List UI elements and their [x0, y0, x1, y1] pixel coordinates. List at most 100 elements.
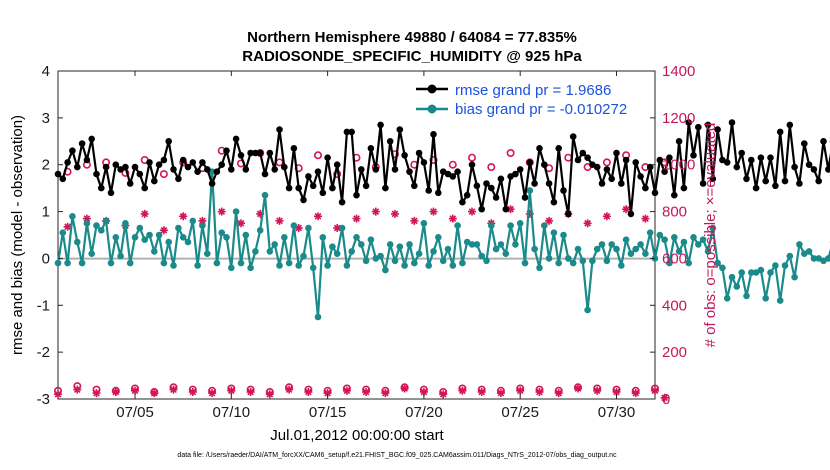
bias-point	[738, 269, 745, 276]
bias-point	[425, 262, 433, 269]
obs-possible-point	[159, 170, 168, 179]
bias-point	[131, 234, 139, 241]
rmse-point	[622, 156, 630, 164]
obs-possible-point	[506, 149, 515, 158]
rmse-point	[791, 163, 798, 171]
rmse-point	[415, 149, 423, 157]
rmse-point	[74, 163, 81, 171]
rmse-point	[189, 159, 197, 166]
obs-evaluated-point	[516, 386, 525, 395]
rmse-point	[579, 149, 587, 157]
obs-evaluated-point	[111, 388, 120, 396]
rmse-point	[64, 159, 71, 166]
obs-evaluated-stroke	[93, 389, 100, 397]
legend-bias-marker	[427, 104, 437, 114]
bias-point	[743, 292, 750, 300]
x-axis-label: Jul.01,2012 00:00:00 start	[270, 427, 444, 444]
bias-point	[444, 245, 452, 253]
rmse-point	[146, 159, 153, 166]
bias-point	[151, 248, 158, 255]
bias-point	[256, 227, 264, 234]
rmse-point	[324, 154, 331, 161]
rmse-point	[805, 161, 813, 168]
obs-evaluated-point	[140, 209, 149, 218]
bias-point	[618, 262, 625, 269]
bias-point	[714, 259, 721, 267]
bias-point	[632, 245, 639, 253]
y-right-tick-label: 200	[662, 344, 687, 361]
obs-evaluated-point	[468, 207, 476, 216]
obs-evaluated-stroke	[622, 205, 630, 213]
legend: rmse grand pr = 1.9686 bias grand pr = -…	[412, 78, 650, 122]
rmse-point	[237, 152, 245, 159]
rmse-point	[199, 159, 206, 166]
rmse-point	[569, 133, 577, 140]
rmse-point	[695, 123, 702, 131]
bias-point	[377, 252, 384, 260]
rmse-point	[126, 180, 134, 187]
rmse-point	[93, 170, 100, 178]
bias-point	[343, 262, 351, 269]
rmse-point	[603, 166, 611, 173]
bias-point	[772, 262, 779, 269]
bias-point	[695, 241, 702, 248]
bias-point	[560, 231, 567, 239]
bias-point	[757, 266, 765, 274]
bias-point	[589, 257, 596, 265]
bias-point	[593, 245, 601, 253]
obs-evaluated-point	[458, 386, 467, 395]
bias-line	[56, 170, 830, 319]
rmse-point	[516, 166, 524, 173]
rmse-point	[98, 184, 105, 192]
obs-evaluated-point	[217, 207, 226, 216]
obs-evaluated-point	[265, 390, 274, 399]
bias-point	[728, 273, 736, 281]
obs-evaluated-stroke	[401, 385, 408, 392]
bias-point	[319, 234, 327, 241]
rmse-point	[300, 196, 307, 204]
rmse-point	[319, 189, 327, 197]
obs-evaluated-point	[400, 384, 409, 393]
rmse-point	[825, 166, 830, 173]
rmse-point	[411, 182, 418, 190]
bias-point	[646, 229, 654, 236]
obs-evaluated-point	[410, 216, 419, 225]
obs-evaluated-point	[477, 388, 486, 396]
rmse-point	[699, 180, 707, 187]
obs-evaluated-point	[54, 390, 62, 399]
obs-evaluated-point	[342, 386, 351, 395]
rmse-point	[497, 175, 505, 183]
rmse-point	[223, 147, 230, 154]
obs-evaluated-stroke	[507, 205, 514, 213]
rmse-point	[613, 149, 620, 157]
obs-evaluated-point	[429, 207, 438, 216]
obs-evaluated-point	[391, 209, 399, 218]
rmse-point	[54, 170, 62, 178]
bias-point	[165, 238, 172, 246]
series-layer	[53, 119, 830, 402]
bias-point	[204, 250, 211, 257]
rmse-point	[213, 168, 221, 175]
rmse-point	[767, 154, 774, 161]
rmse-point	[281, 163, 288, 171]
rmse-point	[406, 168, 413, 175]
obs-evaluated-stroke	[112, 388, 120, 396]
obs-evaluated-point	[208, 389, 217, 398]
bias-point	[492, 245, 500, 253]
rmse-point	[521, 194, 529, 201]
bias-point	[358, 241, 365, 248]
obs-evaluated-stroke	[83, 215, 91, 222]
bias-point	[146, 231, 153, 239]
bias-point	[194, 262, 201, 269]
rmse-point	[646, 163, 654, 171]
rmse-point	[435, 189, 442, 197]
bias-point	[825, 255, 830, 262]
bias-point	[565, 255, 572, 262]
obs-evaluated-stroke	[430, 208, 437, 215]
bias-point	[391, 257, 399, 265]
x-tick-label: 07/20	[405, 404, 443, 421]
rmse-point	[752, 184, 760, 192]
obs-evaluated-point	[314, 212, 322, 221]
rmse-point	[685, 119, 692, 126]
rmse-point	[194, 168, 201, 175]
